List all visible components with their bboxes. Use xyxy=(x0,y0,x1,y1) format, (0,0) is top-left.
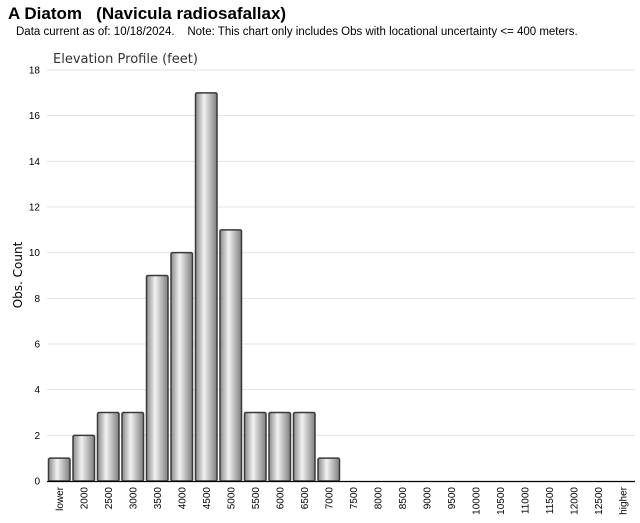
x-tick-label: 6000 xyxy=(275,487,286,510)
y-tick-label: 0 xyxy=(34,477,40,488)
data-note: Data current as of: 10/18/2024. Note: Th… xyxy=(16,26,578,38)
y-tick-label: 12 xyxy=(29,203,41,214)
x-tick-label: lower xyxy=(55,486,66,511)
x-tick-label: 3000 xyxy=(128,487,139,510)
page-title: A Diatom (Navicula radiosafallax) xyxy=(8,4,287,23)
grid-lines xyxy=(47,69,635,436)
bar xyxy=(145,274,169,482)
y-tick-label: 6 xyxy=(34,340,40,351)
x-tick-label: 10000 xyxy=(471,487,482,515)
bar xyxy=(194,92,218,482)
bar xyxy=(121,411,145,482)
x-tick-labels: lower 2000 2500 3000 3500 4000 4500 5000 5500 600… xyxy=(55,486,630,514)
y-tick-label: 8 xyxy=(34,294,40,305)
x-tick-label: 6500 xyxy=(300,487,311,510)
bar xyxy=(243,411,267,482)
x-tick-label: 7500 xyxy=(349,487,360,510)
x-tick-label: 9500 xyxy=(447,487,458,510)
bar xyxy=(170,251,194,482)
bar xyxy=(268,411,292,482)
x-tick-label: 11000 xyxy=(520,487,531,515)
bar xyxy=(292,411,316,482)
x-tick-label: 2500 xyxy=(104,487,115,510)
x-tick-label: 8500 xyxy=(398,487,409,510)
y-tick-label: 18 xyxy=(29,66,41,77)
y-tick-label: 16 xyxy=(29,111,41,122)
x-tick-label: higher xyxy=(618,486,629,514)
x-tick-label: 7000 xyxy=(324,487,335,510)
x-tick-label: 4500 xyxy=(202,487,213,510)
x-tick-label: 12000 xyxy=(569,487,580,515)
x-tick-label: 5500 xyxy=(251,487,262,510)
y-tick-label: 2 xyxy=(34,431,40,442)
bar xyxy=(47,457,71,482)
y-tick-labels: 0 2 4 6 8 10 12 14 16 18 xyxy=(29,66,41,488)
x-tick-label: 9000 xyxy=(422,487,433,510)
bars xyxy=(47,92,341,482)
bar xyxy=(317,457,341,482)
x-tick-label: 5000 xyxy=(226,487,237,510)
y-tick-label: 14 xyxy=(29,157,41,168)
x-tick-label: 12500 xyxy=(594,487,605,515)
x-tick-label: 2000 xyxy=(79,487,90,510)
chart-title: Elevation Profile (feet) xyxy=(53,52,198,67)
y-tick-label: 10 xyxy=(29,248,41,259)
x-tick-label: 3500 xyxy=(153,487,164,510)
x-tick-label: 8000 xyxy=(373,487,384,510)
y-tick-label: 4 xyxy=(34,385,40,396)
x-tick-label: 10500 xyxy=(496,487,507,515)
x-tick-label: 11500 xyxy=(545,487,556,515)
bar xyxy=(72,434,96,482)
y-axis-label: Obs. Count xyxy=(11,241,25,308)
x-tick-label: 4000 xyxy=(177,487,188,510)
bar xyxy=(96,411,120,482)
bar xyxy=(219,229,243,482)
